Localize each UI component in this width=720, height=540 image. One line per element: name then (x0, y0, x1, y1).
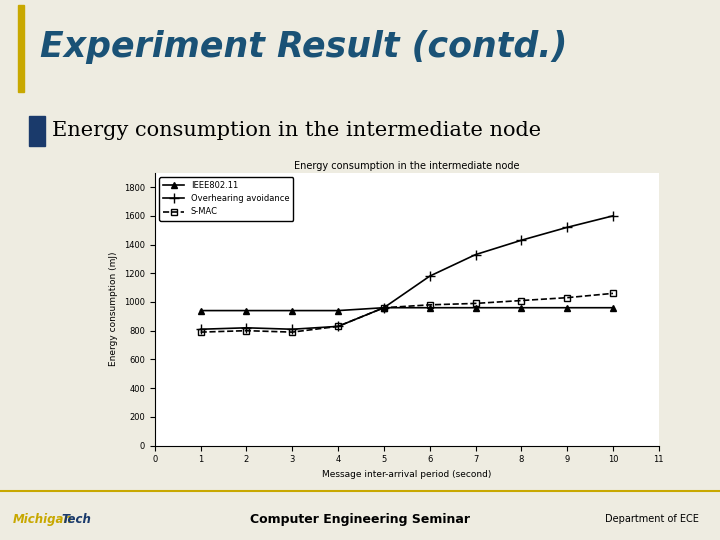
Line: Overhearing avoidance: Overhearing avoidance (196, 211, 618, 334)
S-MAC (379, 305, 388, 311)
IEEE802.11 (197, 307, 205, 314)
Overhearing avoidance (517, 237, 526, 244)
Title: Energy consumption in the intermediate node: Energy consumption in the intermediate n… (294, 160, 520, 171)
X-axis label: Message inter-arrival period (second): Message inter-arrival period (second) (322, 470, 492, 479)
Overhearing avoidance (197, 326, 205, 333)
Legend: IEEE802.11, Overhearing avoidance, S-MAC: IEEE802.11, Overhearing avoidance, S-MAC (159, 177, 294, 221)
S-MAC (288, 329, 297, 335)
S-MAC (197, 329, 205, 335)
IEEE802.11 (334, 307, 343, 314)
Text: Computer Engineering Seminar: Computer Engineering Seminar (250, 513, 470, 526)
Overhearing avoidance (288, 326, 297, 333)
S-MAC (334, 323, 343, 329)
Overhearing avoidance (242, 325, 251, 331)
Line: S-MAC: S-MAC (198, 291, 616, 335)
S-MAC (563, 294, 572, 301)
IEEE802.11 (379, 305, 388, 311)
Overhearing avoidance (608, 213, 617, 219)
Overhearing avoidance (426, 273, 434, 279)
Text: Michigan: Michigan (13, 513, 73, 526)
S-MAC (242, 327, 251, 334)
Text: Department of ECE: Department of ECE (605, 515, 698, 524)
Line: IEEE802.11: IEEE802.11 (197, 304, 616, 314)
Overhearing avoidance (379, 305, 388, 311)
Overhearing avoidance (563, 224, 572, 231)
IEEE802.11 (288, 307, 297, 314)
Bar (18, 5, 24, 92)
S-MAC (426, 302, 434, 308)
Overhearing avoidance (471, 252, 480, 258)
Bar (29, 116, 45, 146)
IEEE802.11 (608, 305, 617, 311)
IEEE802.11 (426, 305, 434, 311)
S-MAC (608, 290, 617, 296)
IEEE802.11 (563, 305, 572, 311)
S-MAC (517, 298, 526, 304)
Text: Tech: Tech (61, 513, 91, 526)
Text: Experiment Result (contd.): Experiment Result (contd.) (40, 30, 567, 64)
S-MAC (471, 300, 480, 307)
IEEE802.11 (242, 307, 251, 314)
Overhearing avoidance (334, 323, 343, 329)
IEEE802.11 (471, 305, 480, 311)
IEEE802.11 (517, 305, 526, 311)
Y-axis label: Energy consumption (mJ): Energy consumption (mJ) (109, 252, 118, 367)
Text: Energy consumption in the intermediate node: Energy consumption in the intermediate n… (52, 122, 541, 140)
